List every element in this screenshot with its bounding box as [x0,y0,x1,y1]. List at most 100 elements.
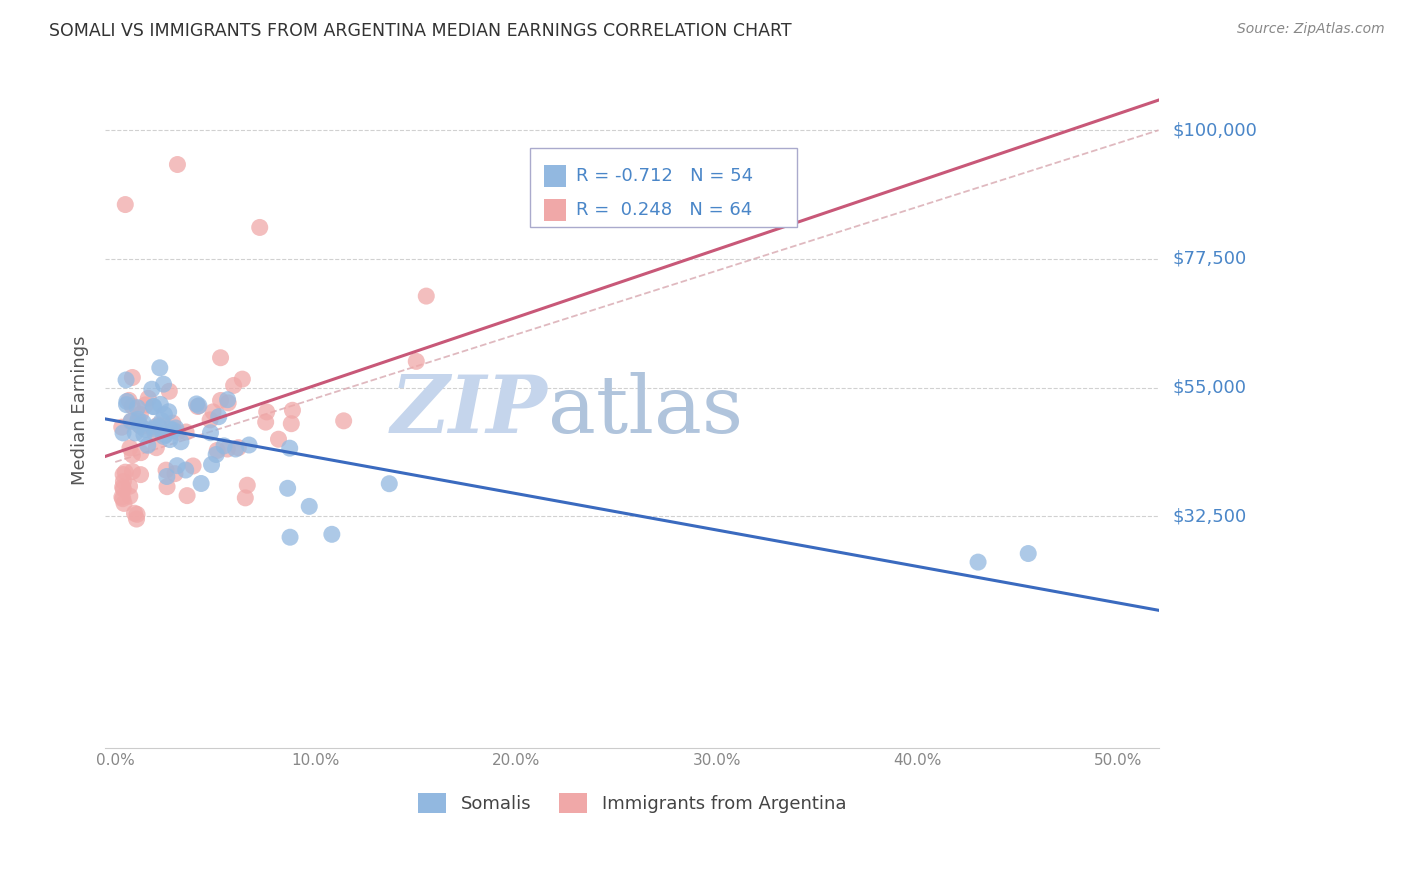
Text: atlas: atlas [548,371,742,450]
Point [121,370,143,384]
Point [159,433,181,447]
Point [121,399,143,413]
Point [163,467,186,481]
Point [156,480,179,494]
Text: R = -0.712   N = 54: R = -0.712 N = 54 [576,167,754,185]
Point [142,400,165,414]
Point [207,443,229,458]
Y-axis label: Median Earnings: Median Earnings [72,335,89,485]
Point [267,432,290,446]
Point [157,384,180,399]
Point [112,482,135,496]
Point [170,434,193,449]
Point [132,416,155,430]
Point [217,392,239,407]
Text: R =  0.248   N = 64: R = 0.248 N = 64 [576,201,752,219]
Point [190,476,212,491]
Point [254,415,277,429]
Point [236,478,259,492]
Point [148,419,170,434]
Point [124,506,146,520]
Point [200,425,222,440]
Point [145,441,167,455]
Point [127,414,149,428]
Point [159,422,181,436]
Point [1017,547,1039,561]
Point [208,409,231,424]
Point [202,405,225,419]
Point [278,441,301,455]
Point [118,479,141,493]
Text: Source: ZipAtlas.com: Source: ZipAtlas.com [1237,22,1385,37]
Point [298,500,321,514]
Point [136,392,159,406]
Point [162,423,184,437]
Point [115,373,138,387]
Point [321,527,343,541]
Point [278,530,301,544]
Point [134,398,156,412]
Text: $32,500: $32,500 [1173,508,1247,525]
Point [176,489,198,503]
Point [141,382,163,396]
Point [112,475,135,489]
Point [129,445,152,459]
Point [238,438,260,452]
Text: $100,000: $100,000 [1173,121,1257,139]
Point [114,197,136,211]
Point [228,441,250,455]
Point [127,412,149,426]
Point [124,425,146,440]
Point [249,220,271,235]
Point [222,378,245,392]
Point [112,425,135,440]
Legend: Somalis, Immigrants from Argentina: Somalis, Immigrants from Argentina [418,793,846,814]
Point [167,425,190,440]
Point [120,415,142,429]
Point [149,360,172,375]
Point [134,423,156,437]
Point [209,393,232,408]
Point [120,414,142,428]
Point [332,414,354,428]
Point [281,403,304,417]
Point [112,467,135,482]
Point [378,476,401,491]
Point [200,458,222,472]
Point [155,463,177,477]
Point [157,405,180,419]
Point [205,448,228,462]
Point [118,489,141,503]
Point [212,439,235,453]
Point [125,508,148,522]
Point [166,157,188,171]
Text: SOMALI VS IMMIGRANTS FROM ARGENTINA MEDIAN EARNINGS CORRELATION CHART: SOMALI VS IMMIGRANTS FROM ARGENTINA MEDI… [49,22,792,40]
Point [162,416,184,430]
Point [166,458,188,473]
Point [187,400,209,414]
Point [127,401,149,415]
Point [118,393,141,408]
Text: $55,000: $55,000 [1173,378,1247,397]
Point [114,465,136,479]
Point [143,425,166,440]
Point [153,408,176,422]
Point [152,377,174,392]
Point [152,429,174,443]
Point [143,420,166,434]
Point [115,394,138,409]
Point [967,555,990,569]
Point [121,448,143,462]
Point [111,480,134,494]
Point [112,496,135,510]
Point [405,354,427,368]
Point [174,463,197,477]
Text: $77,500: $77,500 [1173,250,1247,268]
Point [186,397,208,411]
Point [277,481,299,495]
Point [209,351,232,365]
Point [280,417,302,431]
Point [150,414,173,428]
Point [111,491,134,506]
Point [118,441,141,455]
